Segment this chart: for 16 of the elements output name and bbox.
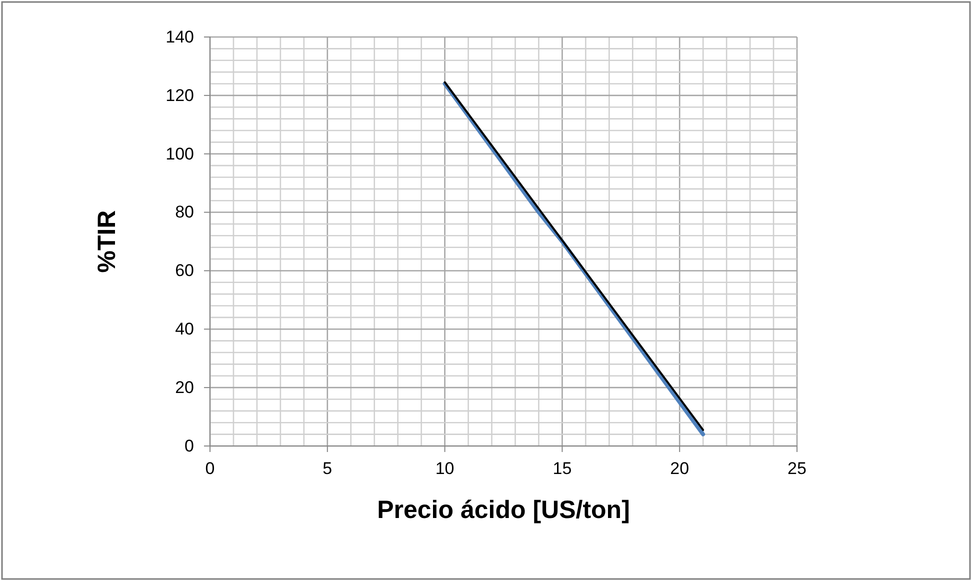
y-tick-label: 60: [175, 261, 194, 280]
y-tick-label: 40: [175, 320, 194, 339]
x-tick-label: 5: [322, 459, 332, 478]
x-axis-title: Precio ácido [US/ton]: [377, 496, 630, 524]
y-axis-title: %TIR: [93, 210, 121, 273]
x-tick-label: 10: [435, 459, 454, 478]
y-tick-label: 20: [175, 378, 194, 398]
y-tick-label: 140: [166, 27, 194, 46]
y-tick-label: 120: [166, 86, 194, 105]
y-tick-label: 0: [184, 436, 194, 456]
x-tick-label: 25: [788, 459, 806, 478]
y-tick-label: 80: [175, 202, 194, 222]
y-tick-label: 100: [166, 144, 194, 164]
x-tick-label: 20: [670, 459, 690, 478]
x-tick-label: 0: [205, 459, 215, 478]
x-tick-label: 15: [552, 459, 572, 478]
